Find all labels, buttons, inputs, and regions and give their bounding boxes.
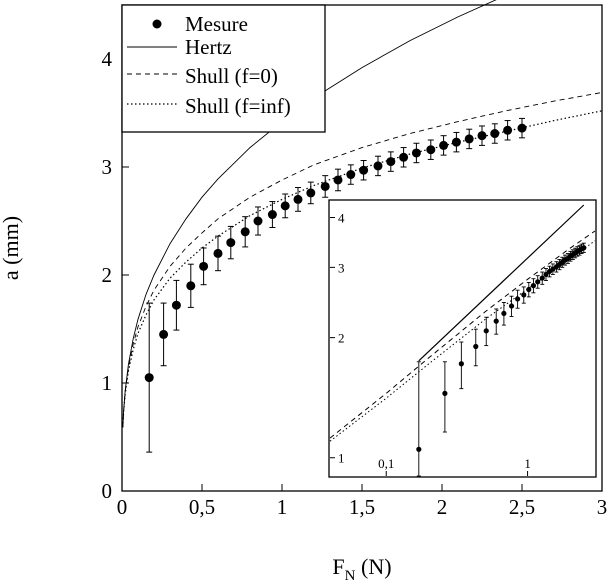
inset-data-point-mesure — [416, 446, 422, 452]
inset-frame — [328, 199, 597, 478]
x-axis-label-main: F — [332, 554, 344, 579]
data-point-mesure — [386, 157, 396, 167]
data-point-mesure — [240, 227, 250, 237]
y-tick-label: 2 — [102, 263, 113, 287]
y-tick-label: 3 — [102, 155, 113, 179]
main-axis-ticks: 0 0,5 1 1,5 2 2,5 3 0 1 2 3 4 — [102, 47, 608, 519]
main-plot-series — [122, 0, 603, 453]
series-line-shull-f-0 — [122, 92, 603, 428]
inset-data-point-mesure — [543, 271, 549, 278]
data-point-mesure — [411, 148, 421, 158]
y-tick-label: 1 — [102, 371, 113, 395]
legend-label-hertz: Hertz — [185, 35, 232, 59]
y-axis-label: a (mm) — [0, 216, 23, 280]
data-point-mesure — [503, 125, 513, 135]
inset-data-point-mesure — [530, 283, 537, 289]
inset-data-point-mesure — [483, 328, 489, 334]
inset-x-tick-label: 1 — [524, 456, 531, 471]
x-tick-label: 0,5 — [189, 495, 215, 519]
inset-axis-ticks: 0,1 1 1 2 3 4 — [330, 211, 531, 476]
data-point-mesure — [399, 152, 409, 162]
inset-data-point-mesure — [526, 286, 532, 293]
data-point-mesure — [159, 329, 169, 339]
inset-series-line-shull-f-0 — [329, 230, 596, 439]
inset-data-point-mesure — [501, 310, 507, 317]
inset-data-point-mesure — [539, 275, 545, 281]
data-point-mesure — [253, 216, 263, 226]
data-point-mesure — [186, 281, 196, 291]
inset-series-line-hertz — [418, 204, 585, 362]
data-point-mesure — [477, 131, 487, 141]
inset-x-tick-label: 0,1 — [378, 456, 394, 471]
x-tick-label: 3 — [597, 495, 608, 519]
x-tick-label: 1 — [277, 495, 288, 519]
data-point-mesure — [333, 175, 343, 185]
x-tick-label: 2 — [437, 495, 448, 519]
data-point-mesure — [359, 165, 369, 175]
inset-data-point-mesure — [521, 292, 527, 298]
inset-y-tick-label: 3 — [338, 260, 345, 275]
series-line-hertz — [122, 0, 497, 428]
data-point-mesure — [213, 248, 223, 258]
data-point-mesure — [346, 170, 356, 180]
legend: Mesure Hertz Shull (f=0) Shull (f=inf) — [121, 4, 326, 133]
x-tick-label: 0 — [117, 495, 128, 519]
data-point-mesure — [293, 194, 303, 204]
data-point-mesure — [464, 134, 474, 144]
data-point-mesure — [426, 145, 436, 155]
legend-label-shull-f0: Shull (f=0) — [185, 64, 278, 88]
inset-data-point-mesure — [514, 296, 521, 302]
data-point-mesure — [280, 201, 290, 211]
x-axis-label-unit: (N) — [356, 554, 392, 579]
legend-marker-mesure — [152, 19, 162, 29]
inset-data-point-mesure — [442, 390, 448, 396]
data-point-mesure — [226, 238, 236, 248]
inset-data-point-mesure — [473, 343, 479, 350]
x-tick-label: 1,5 — [349, 495, 375, 519]
x-axis-label-subscript: N — [345, 568, 356, 584]
inset-data-point-mesure — [581, 245, 587, 251]
data-point-mesure — [144, 373, 154, 383]
inset-plot: 0,1 1 1 2 3 4 — [328, 199, 597, 478]
inset-y-tick-label: 1 — [338, 451, 345, 466]
legend-label-mesure: Mesure — [185, 12, 248, 36]
inset-data-point-mesure — [458, 361, 464, 367]
inset-series-line-shull-f-inf — [329, 240, 596, 442]
inset-y-tick-label: 2 — [338, 331, 345, 346]
data-point-mesure — [199, 261, 209, 271]
inset-data-point-mesure — [493, 318, 499, 324]
x-tick-label: 2,5 — [509, 495, 535, 519]
y-tick-label: 0 — [102, 479, 113, 503]
x-axis-label: FN (N) — [332, 554, 391, 584]
data-point-mesure — [373, 161, 383, 171]
legend-label-shull-finf: Shull (f=inf) — [185, 94, 291, 118]
data-point-mesure — [306, 188, 316, 198]
inset-data-point-mesure — [508, 303, 515, 309]
data-point-mesure — [267, 210, 277, 220]
y-tick-label: 4 — [102, 47, 113, 71]
data-point-mesure — [171, 300, 181, 310]
data-point-mesure — [320, 181, 330, 191]
inset-plot-series — [329, 204, 596, 477]
inset-y-tick-label: 4 — [338, 211, 345, 226]
